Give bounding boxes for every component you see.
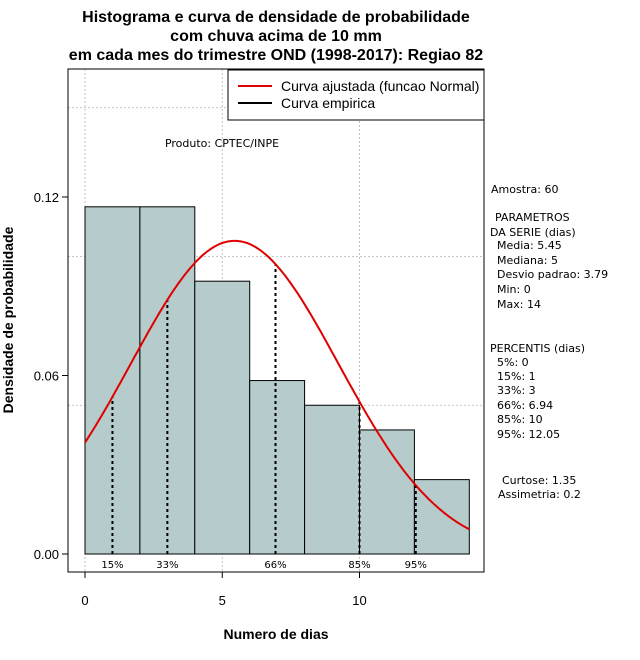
param-mean: Media: 5.45 bbox=[497, 239, 562, 252]
percentile-15: 15%: 1 bbox=[497, 370, 536, 383]
legend-box bbox=[227, 69, 485, 121]
param-median: Mediana: 5 bbox=[497, 254, 558, 267]
param-max: Max: 14 bbox=[497, 298, 541, 311]
percentile-66: 66%: 6.94 bbox=[497, 399, 553, 412]
percentile-label-15: 15% bbox=[101, 560, 123, 571]
x-tick-label: 10 bbox=[352, 593, 366, 608]
percentile-label-95: 95% bbox=[405, 560, 427, 571]
legend-empirical-label: Curva empirica bbox=[281, 95, 375, 111]
y-tick-label: 0.00 bbox=[34, 547, 59, 562]
percentile-95: 95%: 12.05 bbox=[497, 428, 560, 441]
percentiles-heading: PERCENTIS (dias) bbox=[490, 342, 585, 355]
param-stdev: Desvio padrao: 3.79 bbox=[497, 268, 608, 281]
percentile-markers: 15% 33% 66% 85% 95% bbox=[101, 264, 427, 571]
legend-fitted-label: Curva ajustada (funcao Normal) bbox=[281, 78, 479, 94]
plot-frame bbox=[67, 68, 485, 573]
param-min: Min: 0 bbox=[497, 283, 531, 296]
percentile-label-66: 66% bbox=[264, 560, 286, 571]
params-heading-1: PARAMETROS bbox=[495, 211, 570, 224]
x-tick-label: 0 bbox=[81, 593, 88, 608]
histogram-bar-7 bbox=[413, 479, 470, 555]
histogram-bar-1 bbox=[84, 206, 141, 555]
fitted-normal-curve bbox=[84, 239, 470, 531]
histogram-bar-2 bbox=[139, 206, 196, 555]
product-label: Produto: CPTEC/INPE bbox=[165, 137, 279, 150]
percentile-label-85: 85% bbox=[348, 560, 370, 571]
y-tick-label: 0.12 bbox=[34, 190, 59, 205]
kurtosis: Curtose: 1.35 bbox=[502, 474, 576, 487]
histogram-bar-3 bbox=[194, 280, 251, 555]
chart-title-line-2: com chuva acima de 10 mm bbox=[170, 28, 382, 45]
percentile-85: 85%: 10 bbox=[497, 413, 543, 426]
chart-title-line-1: Histograma e curva de densidade de proba… bbox=[82, 9, 470, 26]
y-axis-title: Densidade de probabilidade bbox=[0, 226, 16, 413]
chart-title-line-3: em cada mes do trimestre OND (1998-2017)… bbox=[69, 47, 484, 64]
x-axis-title: Numero de dias bbox=[223, 626, 328, 642]
y-tick-label: 0.06 bbox=[34, 369, 59, 384]
legend: Curva ajustada (funcao Normal) Curva emp… bbox=[227, 69, 485, 121]
params-heading-2: DA SERIE (dias) bbox=[490, 226, 576, 239]
histogram-bar-5 bbox=[304, 404, 361, 555]
percentile-33: 33%: 3 bbox=[497, 384, 536, 397]
skewness: Assimetria: 0.2 bbox=[498, 488, 581, 501]
axes: 0 5 10 0.00 0.06 0.12 bbox=[34, 190, 367, 608]
histogram-bars bbox=[84, 206, 470, 555]
histogram-bar-4 bbox=[249, 380, 306, 555]
percentile-label-33: 33% bbox=[156, 560, 178, 571]
stats-panel: Amostra: 60 PARAMETROS DA SERIE (dias) M… bbox=[490, 183, 608, 501]
percentile-5: 5%: 0 bbox=[497, 356, 529, 369]
x-tick-label: 5 bbox=[219, 593, 226, 608]
sample-size: Amostra: 60 bbox=[491, 183, 558, 196]
